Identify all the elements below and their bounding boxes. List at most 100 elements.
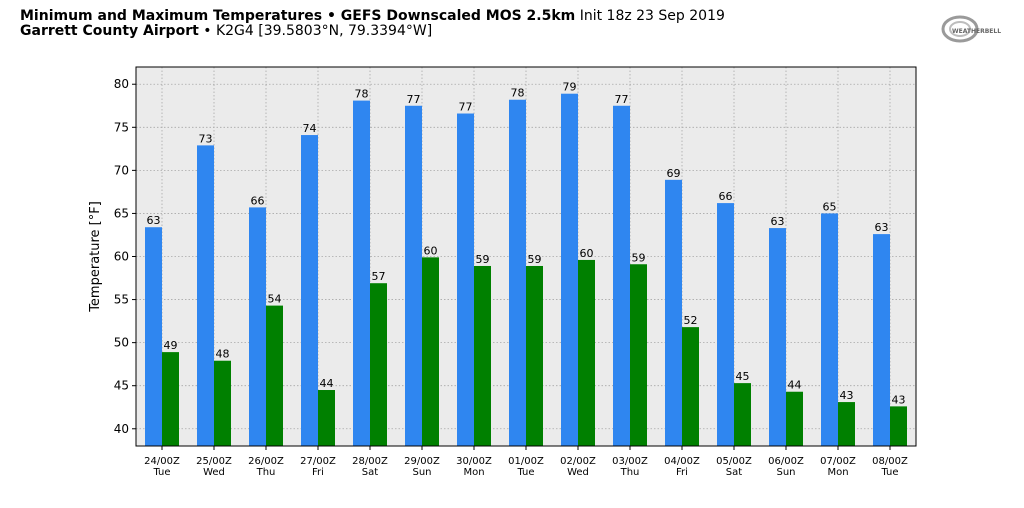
max-temp-bar (301, 135, 318, 446)
max-temp-label: 65 (823, 200, 837, 213)
title-main: Minimum and Maximum Temperatures • GEFS … (20, 8, 576, 24)
min-temp-label: 60 (424, 244, 438, 257)
min-temp-label: 54 (268, 293, 282, 306)
min-temp-bar (890, 406, 907, 446)
y-tick-label: 70 (114, 163, 129, 177)
min-temp-label: 44 (320, 377, 334, 390)
x-tick-day: Mon (463, 467, 484, 478)
y-tick-label: 40 (114, 422, 129, 436)
min-temp-label: 52 (684, 314, 698, 327)
min-temp-bar (630, 264, 647, 446)
min-temp-bar (422, 257, 439, 446)
max-temp-label: 63 (771, 215, 785, 228)
max-temp-bar (665, 179, 682, 447)
max-temp-bar (769, 228, 786, 446)
x-tick-label: 01/00Z Tue (508, 456, 544, 478)
max-temp-bar (717, 203, 734, 446)
min-temp-bar (214, 360, 231, 446)
y-tick-label: 60 (114, 250, 129, 264)
max-temp-bar (353, 100, 370, 446)
max-temp-bar (613, 105, 630, 447)
x-tick-day: Thu (620, 467, 640, 478)
max-temp-bar (457, 113, 474, 446)
max-temp-label: 77 (615, 93, 629, 106)
max-temp-label: 63 (875, 221, 889, 234)
min-temp-label: 45 (736, 370, 750, 383)
x-tick-day: Sun (776, 467, 795, 478)
x-tick-day: Fri (676, 467, 688, 478)
y-tick-label: 65 (114, 206, 129, 220)
min-temp-bar (162, 352, 179, 446)
x-tick-date: 01/00Z (508, 456, 544, 467)
min-temp-label: 48 (216, 348, 230, 361)
x-tick-day: Wed (567, 467, 589, 478)
y-tick-label: 55 (114, 293, 129, 307)
y-axis-label: Temperature [°F] (88, 201, 103, 313)
min-temp-bar (734, 383, 751, 446)
x-tick-label: 26/00Z Thu (248, 456, 284, 478)
max-temp-bar (405, 105, 422, 447)
x-tick-label: 05/00Z Sat (716, 456, 752, 478)
max-temp-label: 69 (667, 167, 681, 180)
x-tick-label: 04/00Z Fri (664, 456, 700, 478)
max-temp-label: 73 (199, 132, 213, 145)
x-tick-date: 28/00Z (352, 456, 388, 467)
x-tick-date: 08/00Z (872, 456, 908, 467)
x-tick-label: 08/00Z Tue (872, 456, 908, 478)
logo-text: WEATHERBELL (952, 28, 1001, 35)
min-temp-bar (474, 265, 491, 446)
x-tick-label: 02/00Z Wed (560, 456, 596, 478)
max-temp-label: 79 (563, 81, 577, 94)
x-tick-label: 27/00Z Fri (300, 456, 336, 478)
max-temp-label: 74 (303, 122, 317, 135)
min-temp-label: 59 (476, 253, 490, 266)
x-tick-day: Thu (256, 467, 276, 478)
x-tick-day: Tue (880, 467, 898, 478)
x-tick-date: 03/00Z (612, 456, 648, 467)
min-temp-label: 57 (372, 270, 386, 283)
x-tick-day: Fri (312, 467, 324, 478)
min-temp-label: 59 (632, 251, 646, 264)
x-tick-label: 24/00Z Tue (144, 456, 180, 478)
min-temp-label: 44 (788, 379, 802, 392)
y-tick-label: 45 (114, 379, 129, 393)
x-tick-label: 30/00Z Mon (456, 456, 492, 478)
max-temp-bar (249, 207, 266, 446)
max-temp-bar (145, 227, 162, 446)
max-temp-label: 78 (355, 88, 369, 101)
max-temp-bar (821, 213, 838, 446)
min-temp-bar (578, 259, 595, 446)
min-temp-label: 43 (892, 393, 906, 406)
x-tick-date: 07/00Z (820, 456, 856, 467)
weatherbell-logo: WEATHERBELL (940, 14, 1004, 44)
station-info: • K2G4 [39.5803°N, 79.3394°W] (203, 23, 433, 39)
min-temp-bar (682, 327, 699, 446)
x-tick-day: Tue (152, 467, 170, 478)
x-tick-label: 28/00Z Sat (352, 456, 388, 478)
x-tick-date: 02/00Z (560, 456, 596, 467)
min-temp-bar (318, 390, 335, 446)
x-tick-date: 29/00Z (404, 456, 440, 467)
x-tick-date: 30/00Z (456, 456, 492, 467)
min-temp-bar (526, 265, 543, 446)
x-tick-date: 05/00Z (716, 456, 752, 467)
max-temp-bar (197, 145, 214, 446)
min-temp-bar (266, 305, 283, 446)
x-tick-date: 27/00Z (300, 456, 336, 467)
x-tick-date: 04/00Z (664, 456, 700, 467)
y-tick-label: 50 (114, 336, 129, 350)
x-tick-day: Mon (827, 467, 848, 478)
min-temp-label: 49 (164, 339, 178, 352)
x-tick-date: 06/00Z (768, 456, 804, 467)
chart-title: Minimum and Maximum Temperatures • GEFS … (20, 9, 725, 24)
min-temp-label: 59 (528, 253, 542, 266)
max-temp-label: 66 (719, 190, 733, 203)
chart-subtitle: Garrett County Airport • K2G4 [39.5803°N… (20, 24, 432, 39)
min-temp-bar (786, 391, 803, 446)
x-tick-date: 25/00Z (196, 456, 232, 467)
x-tick-day: Wed (203, 467, 225, 478)
station-name: Garrett County Airport (20, 23, 199, 39)
x-tick-label: 03/00Z Thu (612, 456, 648, 478)
max-temp-bar (873, 234, 890, 446)
max-temp-bar (561, 93, 578, 446)
